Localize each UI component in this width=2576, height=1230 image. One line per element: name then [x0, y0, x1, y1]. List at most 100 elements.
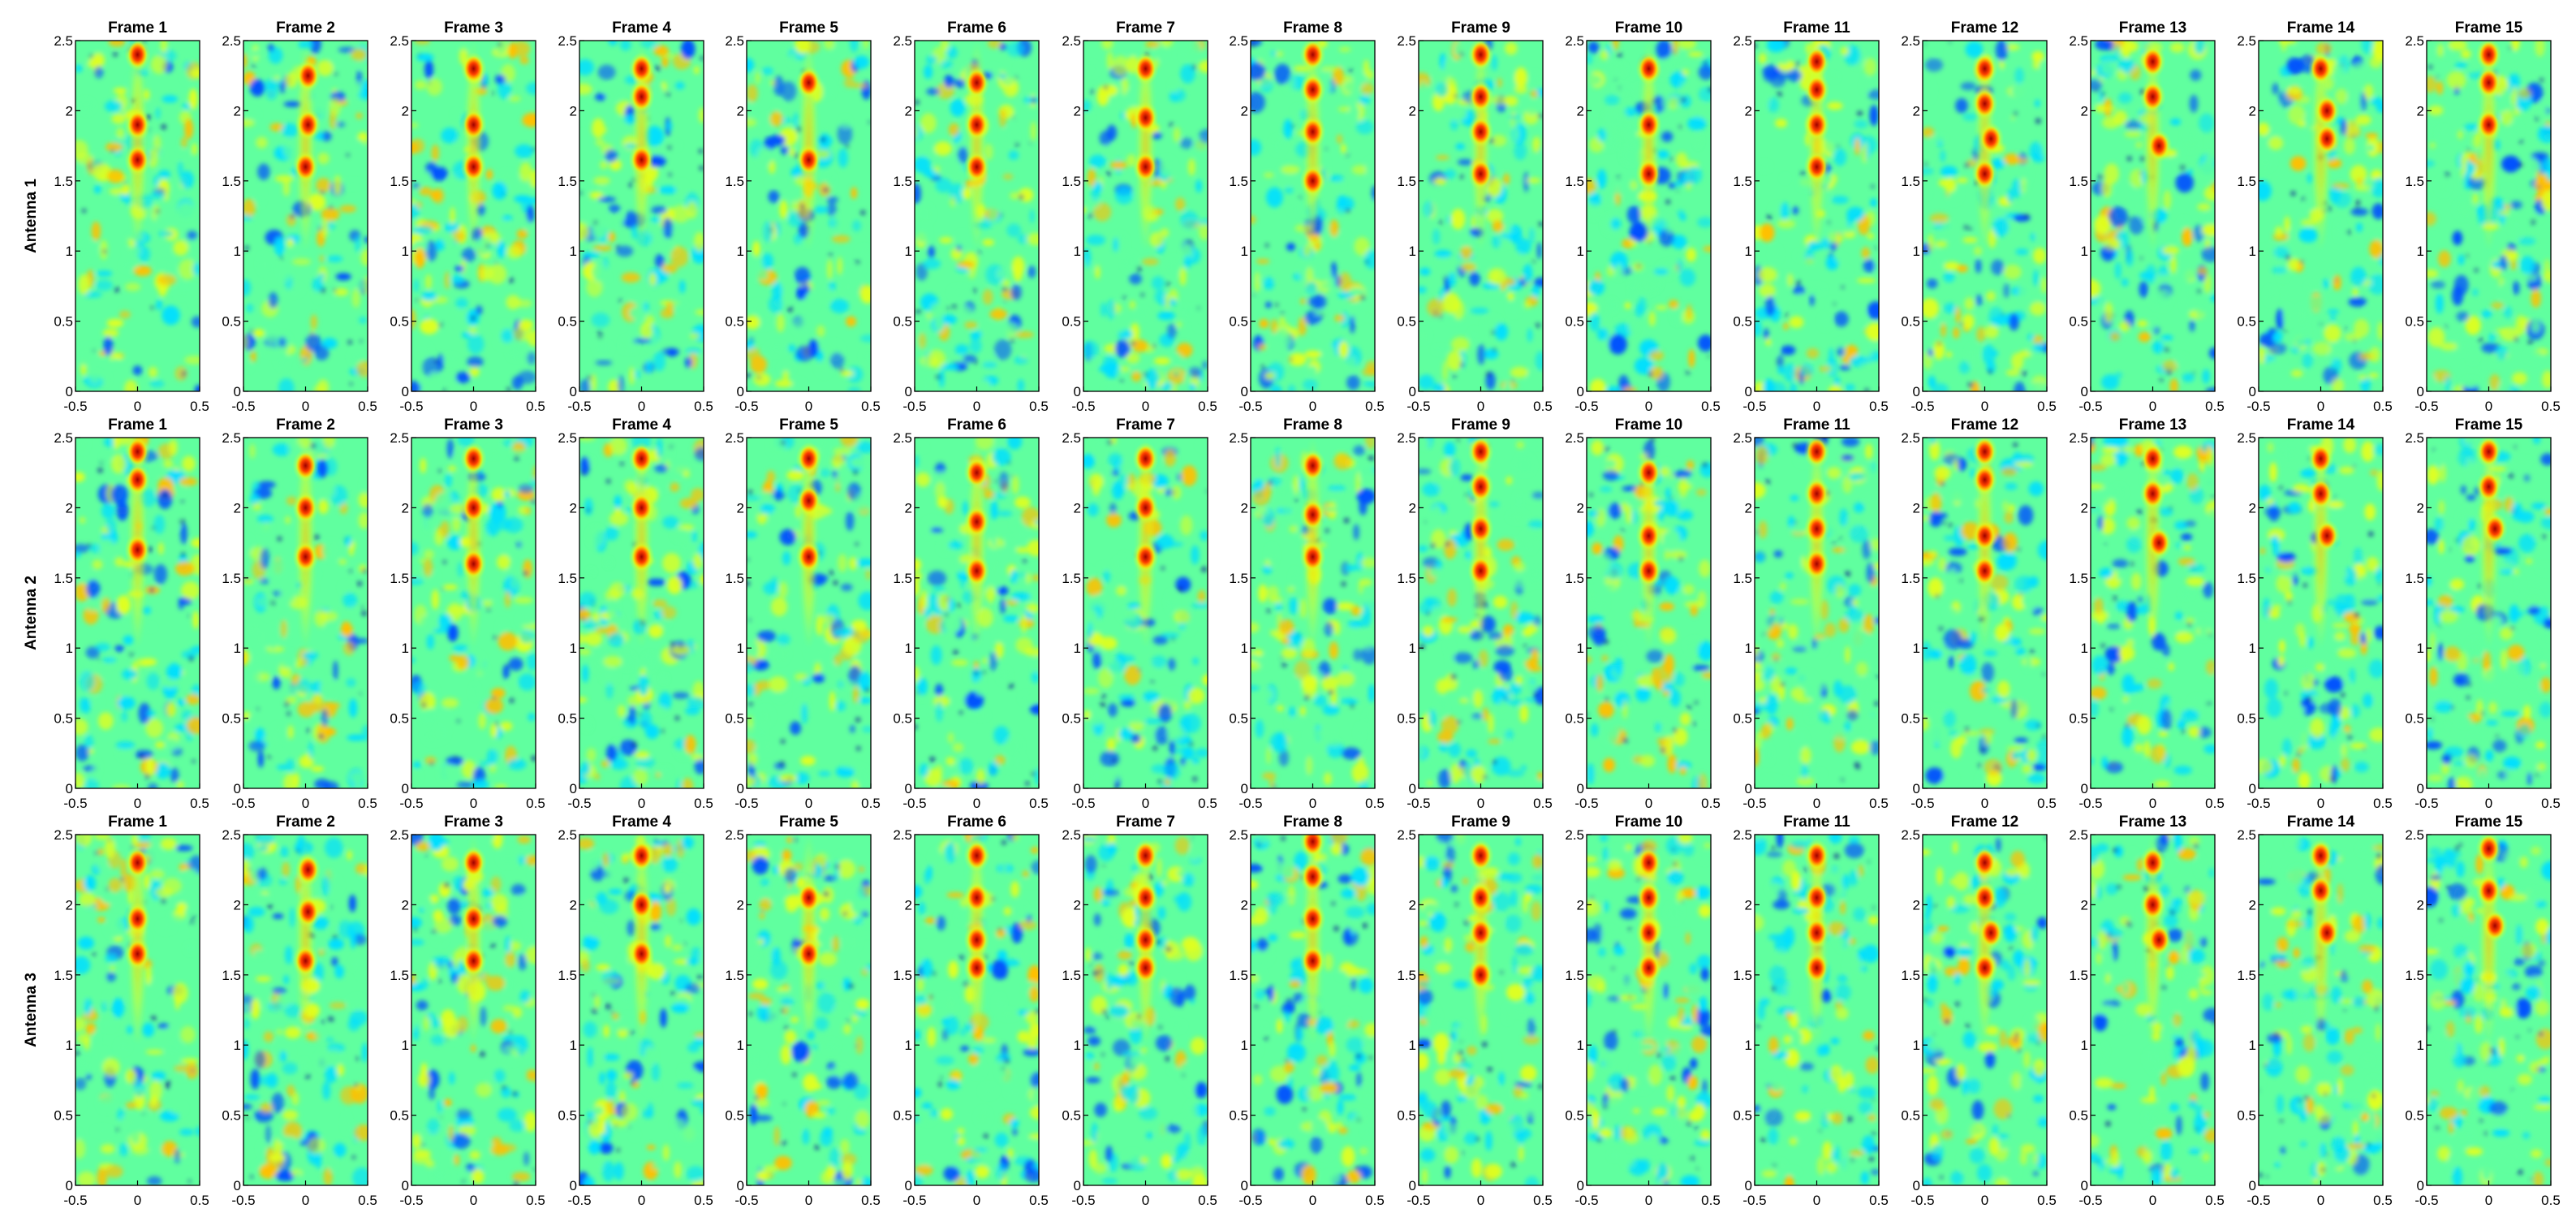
hot-spot: [631, 146, 652, 173]
panel-antenna-3-frame-13: Frame 13-0.5 0 0.500.511.522.5: [2069, 814, 2224, 1208]
hot-spot: [1639, 522, 1659, 549]
x-tick-label: 0: [470, 399, 477, 414]
target-streak: [1467, 41, 1494, 252]
hot-spot: [1303, 905, 1323, 932]
y-tick-label: 1: [2417, 244, 2424, 259]
y-tick-label: 0: [1745, 781, 1752, 796]
hot-spot: [298, 857, 318, 883]
panel-title: Frame 5: [779, 19, 838, 37]
panel-antenna-1-frame-3: Frame 3-0.5 0 0.500.511.522.5: [390, 19, 545, 414]
y-tick-label: 1.5: [54, 571, 73, 586]
hot-spot: [1303, 452, 1323, 479]
x-tick-label: 0.5: [190, 796, 209, 811]
x-tick-label: 0: [134, 796, 141, 811]
y-tick-label: 0.5: [2237, 1108, 2256, 1124]
target-streak: [963, 41, 990, 252]
hot-spot: [463, 55, 484, 82]
x-tick-label: 0: [2485, 796, 2492, 811]
panel-antenna-3-frame-4: Frame 4-0.5 0 0.500.511.522.5: [558, 814, 713, 1208]
panel-title: Frame 12: [1951, 416, 2018, 434]
y-tick-label: 2: [1074, 500, 1081, 516]
x-tick-label: -0.5: [2078, 399, 2102, 414]
y-tick-label: 1.5: [2069, 571, 2088, 586]
panel-title: Frame 8: [1283, 19, 1342, 37]
y-tick-label: 1.5: [1062, 968, 1081, 983]
x-tick-label: 0.5: [694, 1193, 713, 1208]
x-tick-label: -0.5: [567, 1193, 591, 1208]
panel-title: Frame 2: [276, 416, 335, 434]
x-tick-label: -0.5: [1742, 1193, 1766, 1208]
y-tick-label: 0.5: [54, 711, 73, 727]
target-streak: [1299, 835, 1326, 1046]
target-streak: [2475, 41, 2502, 252]
y-tick-label: 1.5: [1565, 968, 1584, 983]
hot-spot: [1975, 558, 1995, 585]
y-tick-label: 2: [570, 500, 577, 516]
y-tick-label: 0: [2249, 781, 2256, 796]
x-tick-label: -0.5: [1406, 399, 1430, 414]
hot-spot: [127, 940, 148, 967]
y-tick-label: 0: [1409, 1178, 1416, 1193]
y-tick-label: 0.5: [1229, 1108, 1248, 1124]
y-tick-label: 2.5: [1062, 33, 1081, 49]
y-tick-label: 0: [402, 1178, 409, 1193]
y-tick-label: 0: [1913, 1178, 1920, 1193]
x-tick-label: -0.5: [902, 1193, 926, 1208]
heatmap-image: [1419, 835, 1543, 1185]
x-tick-label: -0.5: [2246, 796, 2270, 811]
target-streak: [795, 41, 822, 252]
panel-antenna-1-frame-11: Frame 11-0.5 0 0.500.511.522.5: [1733, 19, 1888, 414]
hot-spot: [1135, 55, 1156, 82]
target-streak: [1635, 41, 1662, 252]
hot-spot: [127, 438, 148, 465]
panel-title: Frame 13: [2119, 814, 2186, 831]
y-tick-label: 1: [570, 244, 577, 259]
y-tick-label: 1: [1241, 641, 1248, 656]
y-tick-label: 0.5: [2405, 1108, 2424, 1124]
x-tick-label: -0.5: [1238, 1193, 1262, 1208]
y-tick-label: 1: [1577, 244, 1584, 259]
y-tick-label: 0: [1241, 781, 1248, 796]
hot-spot: [1471, 161, 1491, 188]
x-tick-label: 0: [638, 796, 645, 811]
heatmap-image: [243, 835, 368, 1185]
x-tick-label: 0: [2485, 1193, 2492, 1208]
x-tick-label: 0.5: [1365, 1193, 1385, 1208]
hot-spot: [1639, 919, 1659, 946]
x-tick-label: 0: [1645, 1193, 1652, 1208]
y-tick-label: 0: [570, 1178, 577, 1193]
panel-title: Frame 9: [1451, 814, 1510, 831]
y-tick-label: 1.5: [390, 968, 409, 983]
y-tick-label: 0.5: [390, 1108, 409, 1124]
hot-spot: [2479, 69, 2499, 96]
heatmap-image: [75, 41, 200, 391]
y-tick-label: 1: [1913, 641, 1920, 656]
y-tick-label: 2.5: [54, 33, 73, 49]
y-tick-label: 1.5: [725, 571, 744, 586]
hot-spot: [1471, 473, 1491, 500]
panel-title: Frame 7: [1116, 814, 1175, 831]
y-tick-label: 2.5: [558, 430, 577, 446]
y-tick-label: 1: [737, 244, 744, 259]
panel-antenna-3-frame-8: Frame 8-0.5 0 0.500.511.522.5: [1229, 814, 1384, 1208]
x-tick-label: -0.5: [734, 1193, 758, 1208]
hot-spot: [463, 111, 484, 138]
x-tick-label: 0.5: [358, 1193, 377, 1208]
hot-spot: [799, 940, 819, 967]
x-tick-label: 0: [1813, 796, 1820, 811]
y-tick-label: 0.5: [1229, 711, 1248, 727]
panel-antenna-1-frame-13: Frame 13-0.5 0 0.500.511.522.5: [2069, 19, 2224, 414]
hot-spot: [1975, 438, 1995, 465]
hot-spot: [1975, 161, 1995, 188]
y-tick-label: 1: [1577, 1038, 1584, 1053]
x-tick-label: 0: [134, 399, 141, 414]
hot-spot: [1981, 919, 2001, 946]
y-tick-label: 1.5: [1062, 571, 1081, 586]
y-tick-label: 1.5: [1397, 174, 1416, 189]
panel-antenna-2-frame-14: Frame 14-0.5 0 0.500.511.522.5: [2237, 416, 2392, 811]
y-tick-label: 1: [2249, 1038, 2256, 1053]
x-tick-label: 0: [1477, 399, 1484, 414]
y-tick-label: 1.5: [558, 968, 577, 983]
x-tick-label: 0.5: [1869, 1193, 1889, 1208]
x-tick-label: -0.5: [231, 796, 255, 811]
